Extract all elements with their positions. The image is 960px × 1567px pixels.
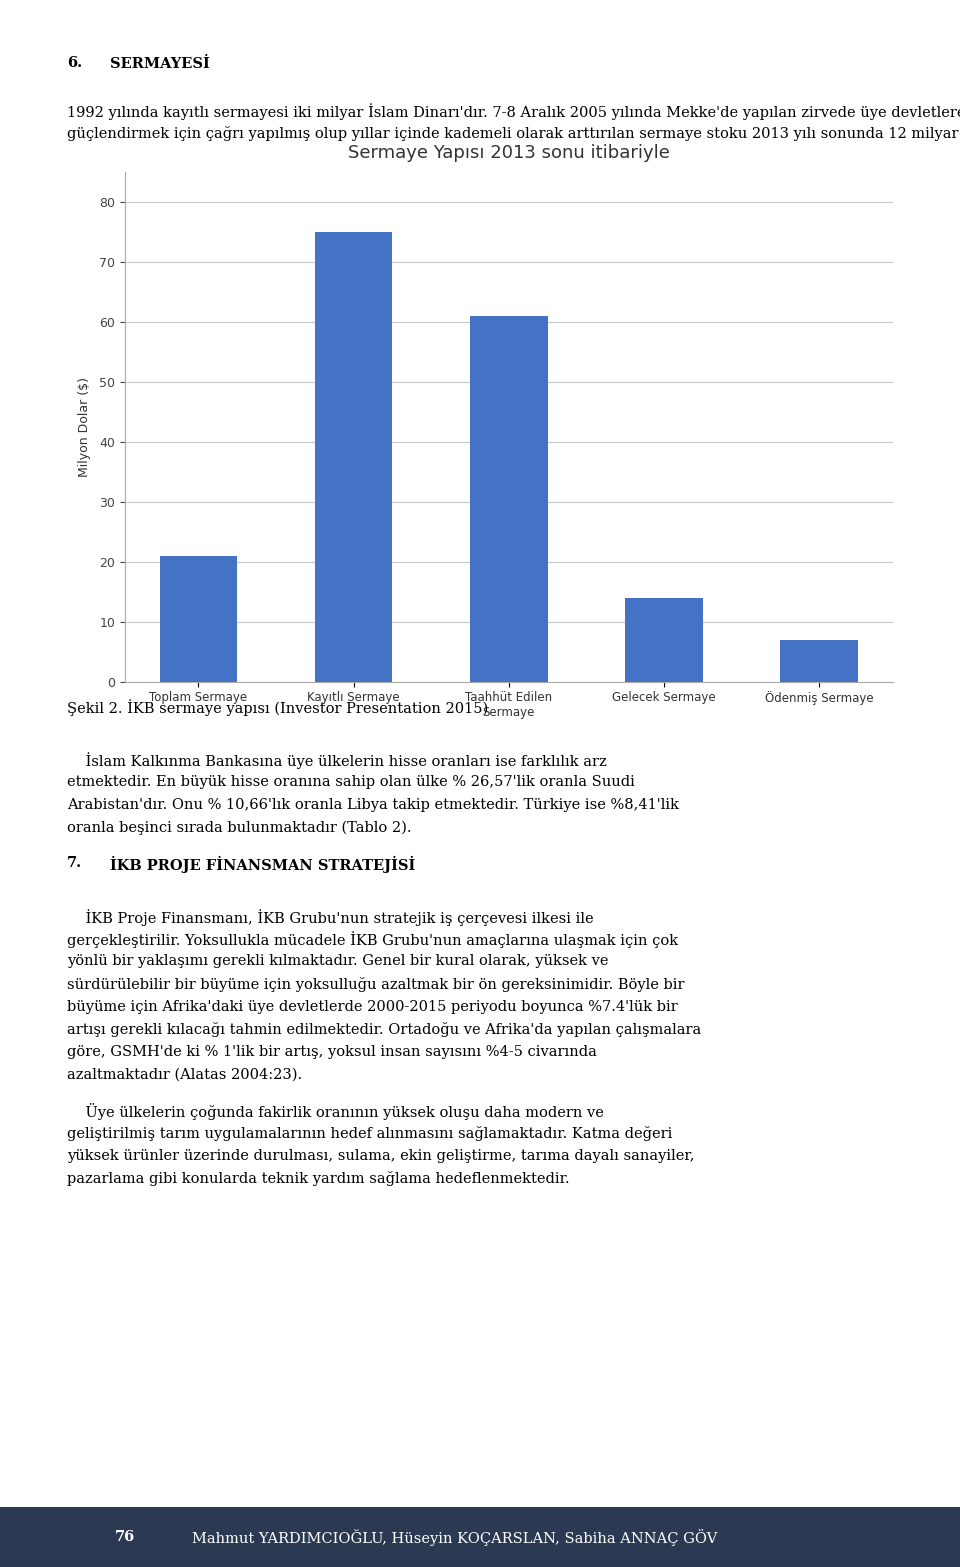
Text: sürdürülebilir bir büyüme için yoksulluğu azaltmak bir ön gereksinimidir. Böyle : sürdürülebilir bir büyüme için yoksulluğ… bbox=[67, 978, 684, 992]
Bar bbox=[159, 556, 237, 682]
Text: SERMAYESİ: SERMAYESİ bbox=[110, 56, 210, 71]
Text: 6.: 6. bbox=[67, 56, 83, 71]
Bar bbox=[315, 232, 393, 682]
Y-axis label: Milyon Dolar ($): Milyon Dolar ($) bbox=[78, 378, 91, 476]
Text: 76: 76 bbox=[115, 1531, 135, 1543]
Text: oranla beşinci sırada bulunmaktadır (Tablo 2).: oranla beşinci sırada bulunmaktadır (Tab… bbox=[67, 820, 412, 835]
Text: yüksek ürünler üzerinde durulması, sulama, ekin geliştirme, tarıma dayalı sanayi: yüksek ürünler üzerinde durulması, sulam… bbox=[67, 1149, 695, 1163]
Text: Üye ülkelerin çoğunda fakirlik oranının yüksek oluşu daha modern ve: Üye ülkelerin çoğunda fakirlik oranının … bbox=[67, 1103, 604, 1120]
Title: Sermaye Yapısı 2013 sonu itibariyle: Sermaye Yapısı 2013 sonu itibariyle bbox=[348, 144, 670, 163]
Text: azaltmaktadır (Alatas 2004:23).: azaltmaktadır (Alatas 2004:23). bbox=[67, 1069, 302, 1081]
Text: göre, GSMH'de ki % 1'lik bir artış, yoksul insan sayısını %4-5 civarında: göre, GSMH'de ki % 1'lik bir artış, yoks… bbox=[67, 1045, 597, 1059]
Bar bbox=[470, 317, 547, 682]
Bar bbox=[780, 639, 858, 682]
Text: pazarlama gibi konularda teknik yardım sağlama hedeflenmektedir.: pazarlama gibi konularda teknik yardım s… bbox=[67, 1172, 570, 1186]
Text: 1992 yılında kayıtlı sermayesi iki milyar İslam Dinarı'dır. 7-8 Aralık 2005 yılı: 1992 yılında kayıtlı sermayesi iki milya… bbox=[67, 103, 960, 121]
Text: İKB Proje Finansmanı, İKB Grubu'nun stratejik iş çerçevesi ilkesi ile: İKB Proje Finansmanı, İKB Grubu'nun stra… bbox=[67, 909, 594, 926]
Text: İslam Kalkınma Bankasına üye ülkelerin hisse oranları ise farklılık arz: İslam Kalkınma Bankasına üye ülkelerin h… bbox=[67, 752, 607, 769]
Text: Şekil 2. İKB sermaye yapısı (Investor Presentation 2015): Şekil 2. İKB sermaye yapısı (Investor Pr… bbox=[67, 699, 489, 716]
Text: artışı gerekli kılacağı tahmin edilmektedir. Ortadoğu ve Afrika'da yapılan çalış: artışı gerekli kılacağı tahmin edilmekte… bbox=[67, 1023, 702, 1037]
Text: 7.: 7. bbox=[67, 856, 83, 870]
Text: Arabistan'dır. Onu % 10,66'lık oranla Libya takip etmektedir. Türkiye ise %8,41': Arabistan'dır. Onu % 10,66'lık oranla Li… bbox=[67, 798, 680, 812]
Text: gerçekleştirilir. Yoksullukla mücadele İKB Grubu'nun amaçlarına ulaşmak için çok: gerçekleştirilir. Yoksullukla mücadele İ… bbox=[67, 931, 679, 948]
Text: geliştirilmiş tarım uygulamalarının hedef alınmasını sağlamaktadır. Katma değeri: geliştirilmiş tarım uygulamalarının hede… bbox=[67, 1125, 673, 1141]
Text: İKB PROJE FİNANSMAN STRATEJİSİ: İKB PROJE FİNANSMAN STRATEJİSİ bbox=[110, 856, 416, 873]
Bar bbox=[625, 597, 703, 682]
Text: büyüme için Afrika'daki üye devletlerde 2000-2015 periyodu boyunca %7.4'lük bir: büyüme için Afrika'daki üye devletlerde … bbox=[67, 1000, 678, 1014]
Text: güçlendirmek için çağrı yapılmış olup yıllar içinde kademeli olarak arttırılan s: güçlendirmek için çağrı yapılmış olup yı… bbox=[67, 125, 960, 141]
Text: etmektedir. En büyük hisse oranına sahip olan ülke % 26,57'lik oranla Suudi: etmektedir. En büyük hisse oranına sahip… bbox=[67, 774, 636, 788]
Text: yönlü bir yaklaşımı gerekli kılmaktadır. Genel bir kural olarak, yüksek ve: yönlü bir yaklaşımı gerekli kılmaktadır.… bbox=[67, 954, 609, 968]
Text: Mahmut YARDIMCIOĞLU, Hüseyin KOÇARSLAN, Sabiha ANNAÇ GÖV: Mahmut YARDIMCIOĞLU, Hüseyin KOÇARSLAN, … bbox=[192, 1529, 717, 1545]
